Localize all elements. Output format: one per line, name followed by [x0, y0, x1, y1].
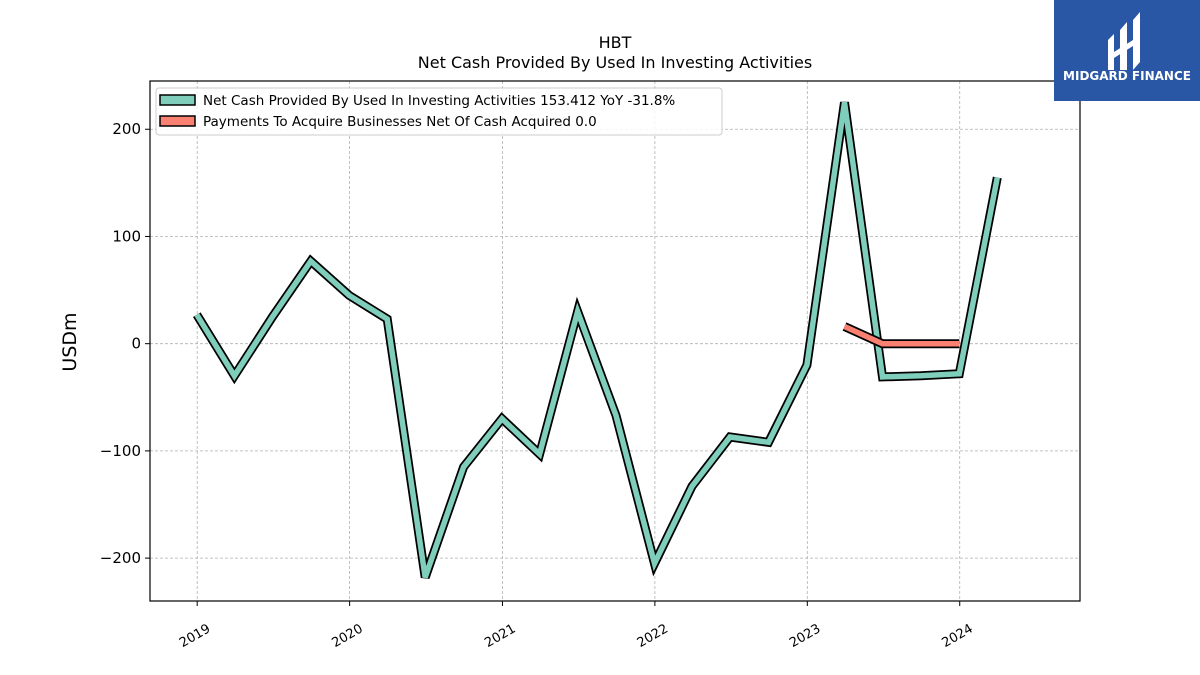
legend-label-net-cash: Net Cash Provided By Used In Investing A… — [203, 93, 675, 109]
x-tick-label: 2022 — [635, 621, 671, 651]
legend-swatch-payments — [159, 115, 196, 127]
series-line-payments — [843, 323, 960, 347]
x-tick-label: 2021 — [482, 621, 518, 651]
legend-box — [155, 87, 723, 136]
legend-swatch-net-cash — [159, 94, 196, 106]
y-tick-label: 0 — [131, 335, 141, 353]
logo-text: MIDGARD FINANCE — [1063, 69, 1191, 83]
x-tick-label: 2020 — [329, 621, 365, 651]
plot-frame — [149, 80, 1081, 602]
x-tick-label: 2019 — [177, 621, 213, 651]
grid — [150, 81, 1080, 601]
y-tick-label: −100 — [100, 442, 141, 460]
chart-title: HBT — [599, 33, 632, 52]
logo-mark-icon — [1108, 12, 1140, 70]
legend: Net Cash Provided By Used In Investing A… — [155, 87, 723, 136]
series-layer — [192, 101, 1002, 579]
y-axis-label: USDm — [59, 312, 81, 371]
y-axis: 200 100 0 −100 −200 — [100, 120, 150, 567]
x-axis: 2019 2020 2021 2022 2023 2024 — [177, 601, 976, 651]
y-tick-label: −200 — [100, 549, 141, 567]
logo: MIDGARD FINANCE — [1054, 0, 1200, 101]
y-tick-label: 100 — [112, 227, 141, 245]
chart-subtitle: Net Cash Provided By Used In Investing A… — [418, 53, 812, 72]
legend-label-payments: Payments To Acquire Businesses Net Of Ca… — [203, 114, 597, 130]
x-tick-label: 2024 — [940, 621, 976, 651]
x-tick-label: 2023 — [787, 621, 823, 651]
series-line-net-cash — [194, 102, 1000, 579]
y-tick-label: 200 — [112, 120, 141, 138]
